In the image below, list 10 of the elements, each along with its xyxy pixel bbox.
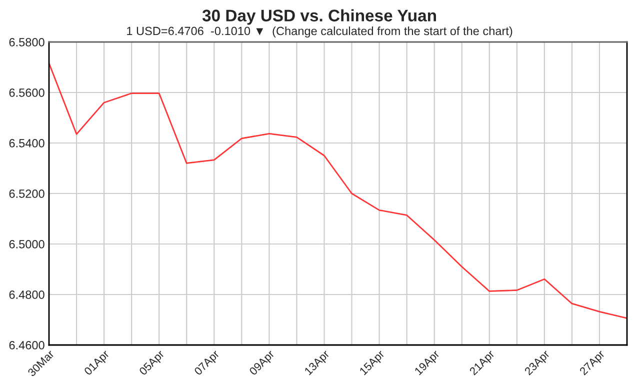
y-tick-label: 6.4800 (9, 290, 44, 299)
y-tick-label: 6.5400 (9, 139, 44, 148)
y-tick-label: 6.5600 (9, 88, 44, 97)
chart-title: 30 Day USD vs. Chinese Yuan (202, 9, 436, 25)
y-tick-label: 6.5200 (9, 190, 44, 198)
y-tick-label: 6.5800 (9, 38, 44, 46)
line-series (49, 62, 627, 319)
y-tick-label: 6.4600 (9, 341, 44, 350)
y-tick-label: 6.5000 (9, 240, 44, 248)
chart-subtitle: 1 USD=6.4706 -0.1010 ▼ (Change calculated from the start of the chart) (127, 26, 512, 38)
